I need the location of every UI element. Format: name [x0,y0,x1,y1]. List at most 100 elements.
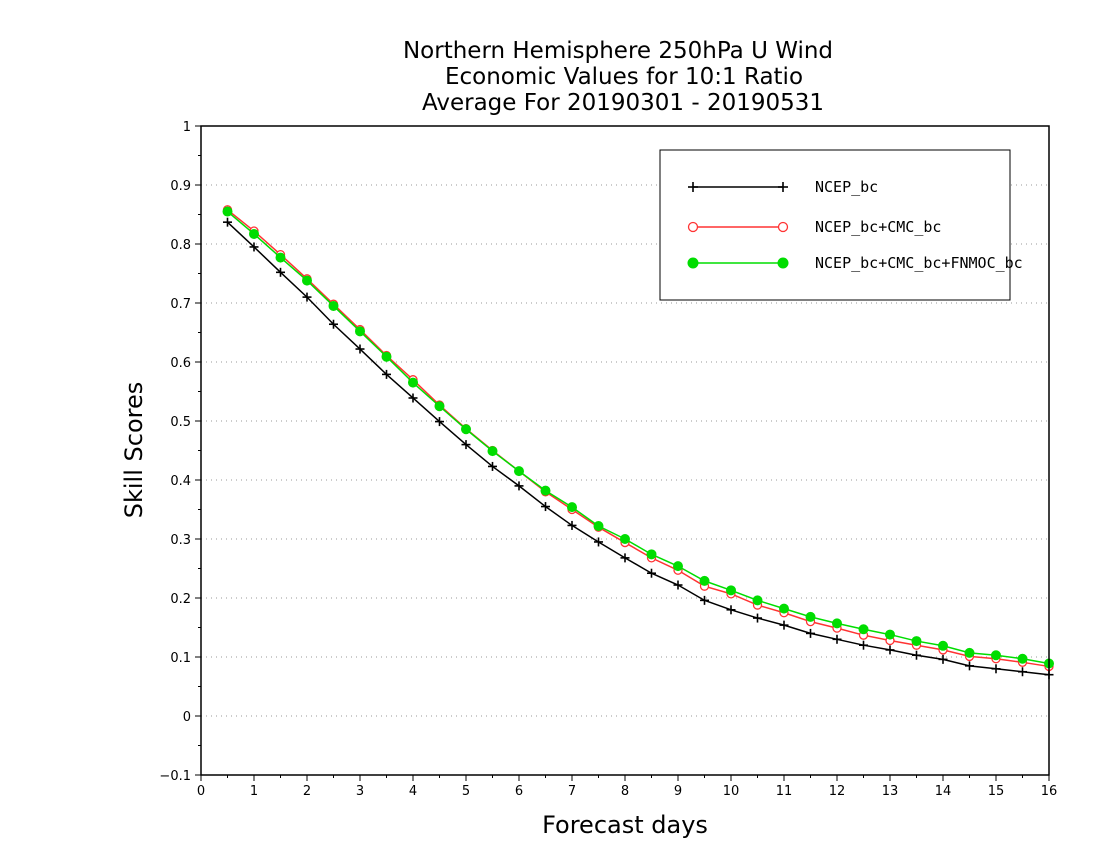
x-tick-label: 7 [568,784,576,799]
marker-plus [859,640,868,650]
y-axis-label: Skill Scores [120,382,148,519]
marker-filled-circle [275,252,286,263]
marker-open-circle [687,221,699,233]
marker-plus [488,461,497,471]
marker-filled-circle [885,629,895,640]
marker-filled-circle [726,585,736,596]
marker-filled-circle [687,257,699,269]
x-tick-label: 16 [1041,784,1058,799]
marker-plus [991,664,1001,674]
x-tick-label: 2 [303,784,311,799]
x-tick-label: 3 [356,784,364,799]
marker-filled-circle [832,618,842,629]
y-tick-label: 0 [183,710,191,725]
x-tick-label: 8 [621,784,629,799]
marker-plus [567,520,577,530]
marker-filled-circle [1017,653,1028,664]
marker-filled-circle [673,561,683,572]
marker-filled-circle [487,446,498,457]
marker-plus [514,481,524,491]
marker-filled-circle [805,611,816,622]
x-tick-label: 5 [462,784,470,799]
marker-plus [965,661,974,671]
x-tick-label: 0 [197,784,205,799]
marker-filled-circle [752,595,763,606]
marker-filled-circle [249,228,259,239]
legend-box [659,149,1011,301]
y-tick-label: 0.7 [170,297,191,312]
marker-filled-circle [567,502,577,513]
marker-plus [673,580,683,590]
marker-plus [688,182,698,192]
marker-filled-circle [646,549,657,560]
x-tick-label: 6 [515,784,523,799]
title-line-1: Northern Hemisphere 250hPa U Wind [403,38,833,64]
legend: NCEP_bc NCEP_bc+CMC_bc NCEP_bc+CMC_bc+FNMO… [659,149,1023,301]
marker-plus [778,182,788,192]
series-line [226,221,1050,676]
marker-filled-circle [540,485,551,496]
y-tick-label: 0.6 [170,356,191,371]
marker-filled-circle [461,424,471,435]
legend-label: NCEP_bc [815,178,878,196]
marker-plus [700,595,709,605]
y-tick-label: −0.1 [159,769,191,784]
marker-open-circle [777,221,789,233]
marker-filled-circle [911,636,922,647]
axis-ticks: −0.100.10.20.30.40.50.60.70.80.910 1 2 3 4 5 6… [159,120,1057,799]
marker-plus [806,628,815,638]
marker-plus [302,292,312,302]
marker-filled-circle [328,300,339,311]
y-tick-label: 0.3 [170,533,191,548]
y-tick-label: 0.5 [170,415,191,430]
marker-plus [382,369,391,379]
marker-filled-circle [222,206,233,217]
x-tick-label: 15 [988,784,1005,799]
y-tick-label: 0.1 [170,651,191,666]
marker-filled-circle [355,326,365,337]
marker-plus [594,537,603,547]
marker-plus [461,440,471,450]
x-tick-label: 11 [776,784,793,799]
plot-frame [200,125,1050,776]
y-tick-label: 0.9 [170,179,191,194]
x-tick-label: 12 [829,784,846,799]
x-tick-label: 13 [882,784,899,799]
marker-filled-circle [779,603,789,614]
marker-plus [1018,667,1027,677]
marker-filled-circle [514,466,524,477]
marker-plus [408,393,418,403]
chart-title: Northern Hemisphere 250hPa U Wind Econom… [403,38,833,116]
marker-plus [726,605,736,615]
marker-plus [832,634,842,644]
x-tick-label: 14 [935,784,952,799]
marker-plus [938,654,948,664]
marker-filled-circle [777,257,789,269]
marker-filled-circle [699,575,710,586]
marker-plus [620,553,630,563]
marker-plus [249,242,259,252]
x-tick-label: 9 [674,784,682,799]
marker-filled-circle [858,624,869,635]
marker-filled-circle [620,534,630,544]
marker-plus [355,344,365,354]
y-tick-label: 0.2 [170,592,191,607]
x-tick-label: 1 [250,784,258,799]
marker-plus [779,620,789,630]
series-layer [222,205,1054,680]
legend-label: NCEP_bc+CMC_bc [815,218,941,236]
marker-plus [329,319,338,329]
y-tick-label: 1 [183,120,191,135]
x-tick-label: 4 [409,784,417,799]
marker-plus [223,217,232,227]
marker-plus [885,645,895,655]
x-axis-label: Forecast days [542,811,708,839]
marker-filled-circle [593,521,604,532]
marker-filled-circle [991,650,1001,661]
marker-filled-circle [434,401,445,412]
y-tick-label: 0.4 [170,474,191,489]
x-tick-label: 10 [723,784,740,799]
marker-plus [912,650,921,660]
marker-plus [541,502,550,512]
